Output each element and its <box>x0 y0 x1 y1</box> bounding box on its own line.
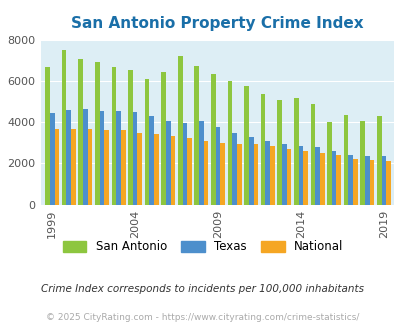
Bar <box>128 70 132 205</box>
Bar <box>265 141 269 205</box>
Bar <box>385 161 390 205</box>
Bar <box>314 147 319 205</box>
Bar <box>248 137 253 205</box>
Bar <box>359 121 364 205</box>
Bar <box>78 59 83 205</box>
Bar <box>220 143 224 205</box>
Bar <box>198 121 203 205</box>
Text: Crime Index corresponds to incidents per 100,000 inhabitants: Crime Index corresponds to incidents per… <box>41 284 364 294</box>
Bar <box>203 142 208 205</box>
Bar <box>298 146 303 205</box>
Bar <box>347 155 352 205</box>
Bar <box>145 79 149 205</box>
Bar <box>277 100 281 205</box>
Bar <box>45 67 50 205</box>
Bar <box>331 151 336 205</box>
Bar <box>319 153 324 205</box>
Bar <box>376 116 381 205</box>
Bar <box>303 150 307 205</box>
Title: San Antonio Property Crime Index: San Antonio Property Crime Index <box>71 16 362 31</box>
Bar <box>310 104 314 205</box>
Bar <box>99 111 104 205</box>
Bar <box>343 115 347 205</box>
Bar <box>121 130 125 205</box>
Bar <box>161 72 166 205</box>
Bar <box>187 138 192 205</box>
Bar <box>116 111 121 205</box>
Legend: San Antonio, Texas, National: San Antonio, Texas, National <box>58 236 347 258</box>
Bar <box>66 110 71 205</box>
Bar <box>71 129 76 205</box>
Bar <box>381 155 385 205</box>
Bar <box>170 136 175 205</box>
Bar <box>153 134 158 205</box>
Bar <box>286 148 291 205</box>
Bar <box>149 116 153 205</box>
Bar <box>83 109 87 205</box>
Bar <box>177 56 182 205</box>
Bar <box>132 112 137 205</box>
Bar <box>111 67 116 205</box>
Bar <box>95 62 99 205</box>
Bar <box>369 160 373 205</box>
Bar <box>227 81 232 205</box>
Bar <box>326 122 331 205</box>
Bar <box>215 127 220 205</box>
Bar <box>269 146 274 205</box>
Bar <box>104 130 109 205</box>
Bar <box>211 74 215 205</box>
Bar <box>137 133 142 205</box>
Bar <box>336 155 340 205</box>
Bar <box>50 114 54 205</box>
Bar <box>182 122 187 205</box>
Bar <box>237 144 241 205</box>
Bar <box>54 129 59 205</box>
Bar <box>253 144 258 205</box>
Bar <box>293 98 298 205</box>
Bar <box>260 94 265 205</box>
Bar <box>352 159 357 205</box>
Bar <box>244 86 248 205</box>
Bar <box>62 50 66 205</box>
Text: © 2025 CityRating.com - https://www.cityrating.com/crime-statistics/: © 2025 CityRating.com - https://www.city… <box>46 313 359 322</box>
Bar <box>281 144 286 205</box>
Bar <box>166 121 170 205</box>
Bar <box>232 133 237 205</box>
Bar <box>364 156 369 205</box>
Bar <box>87 129 92 205</box>
Bar <box>194 66 198 205</box>
